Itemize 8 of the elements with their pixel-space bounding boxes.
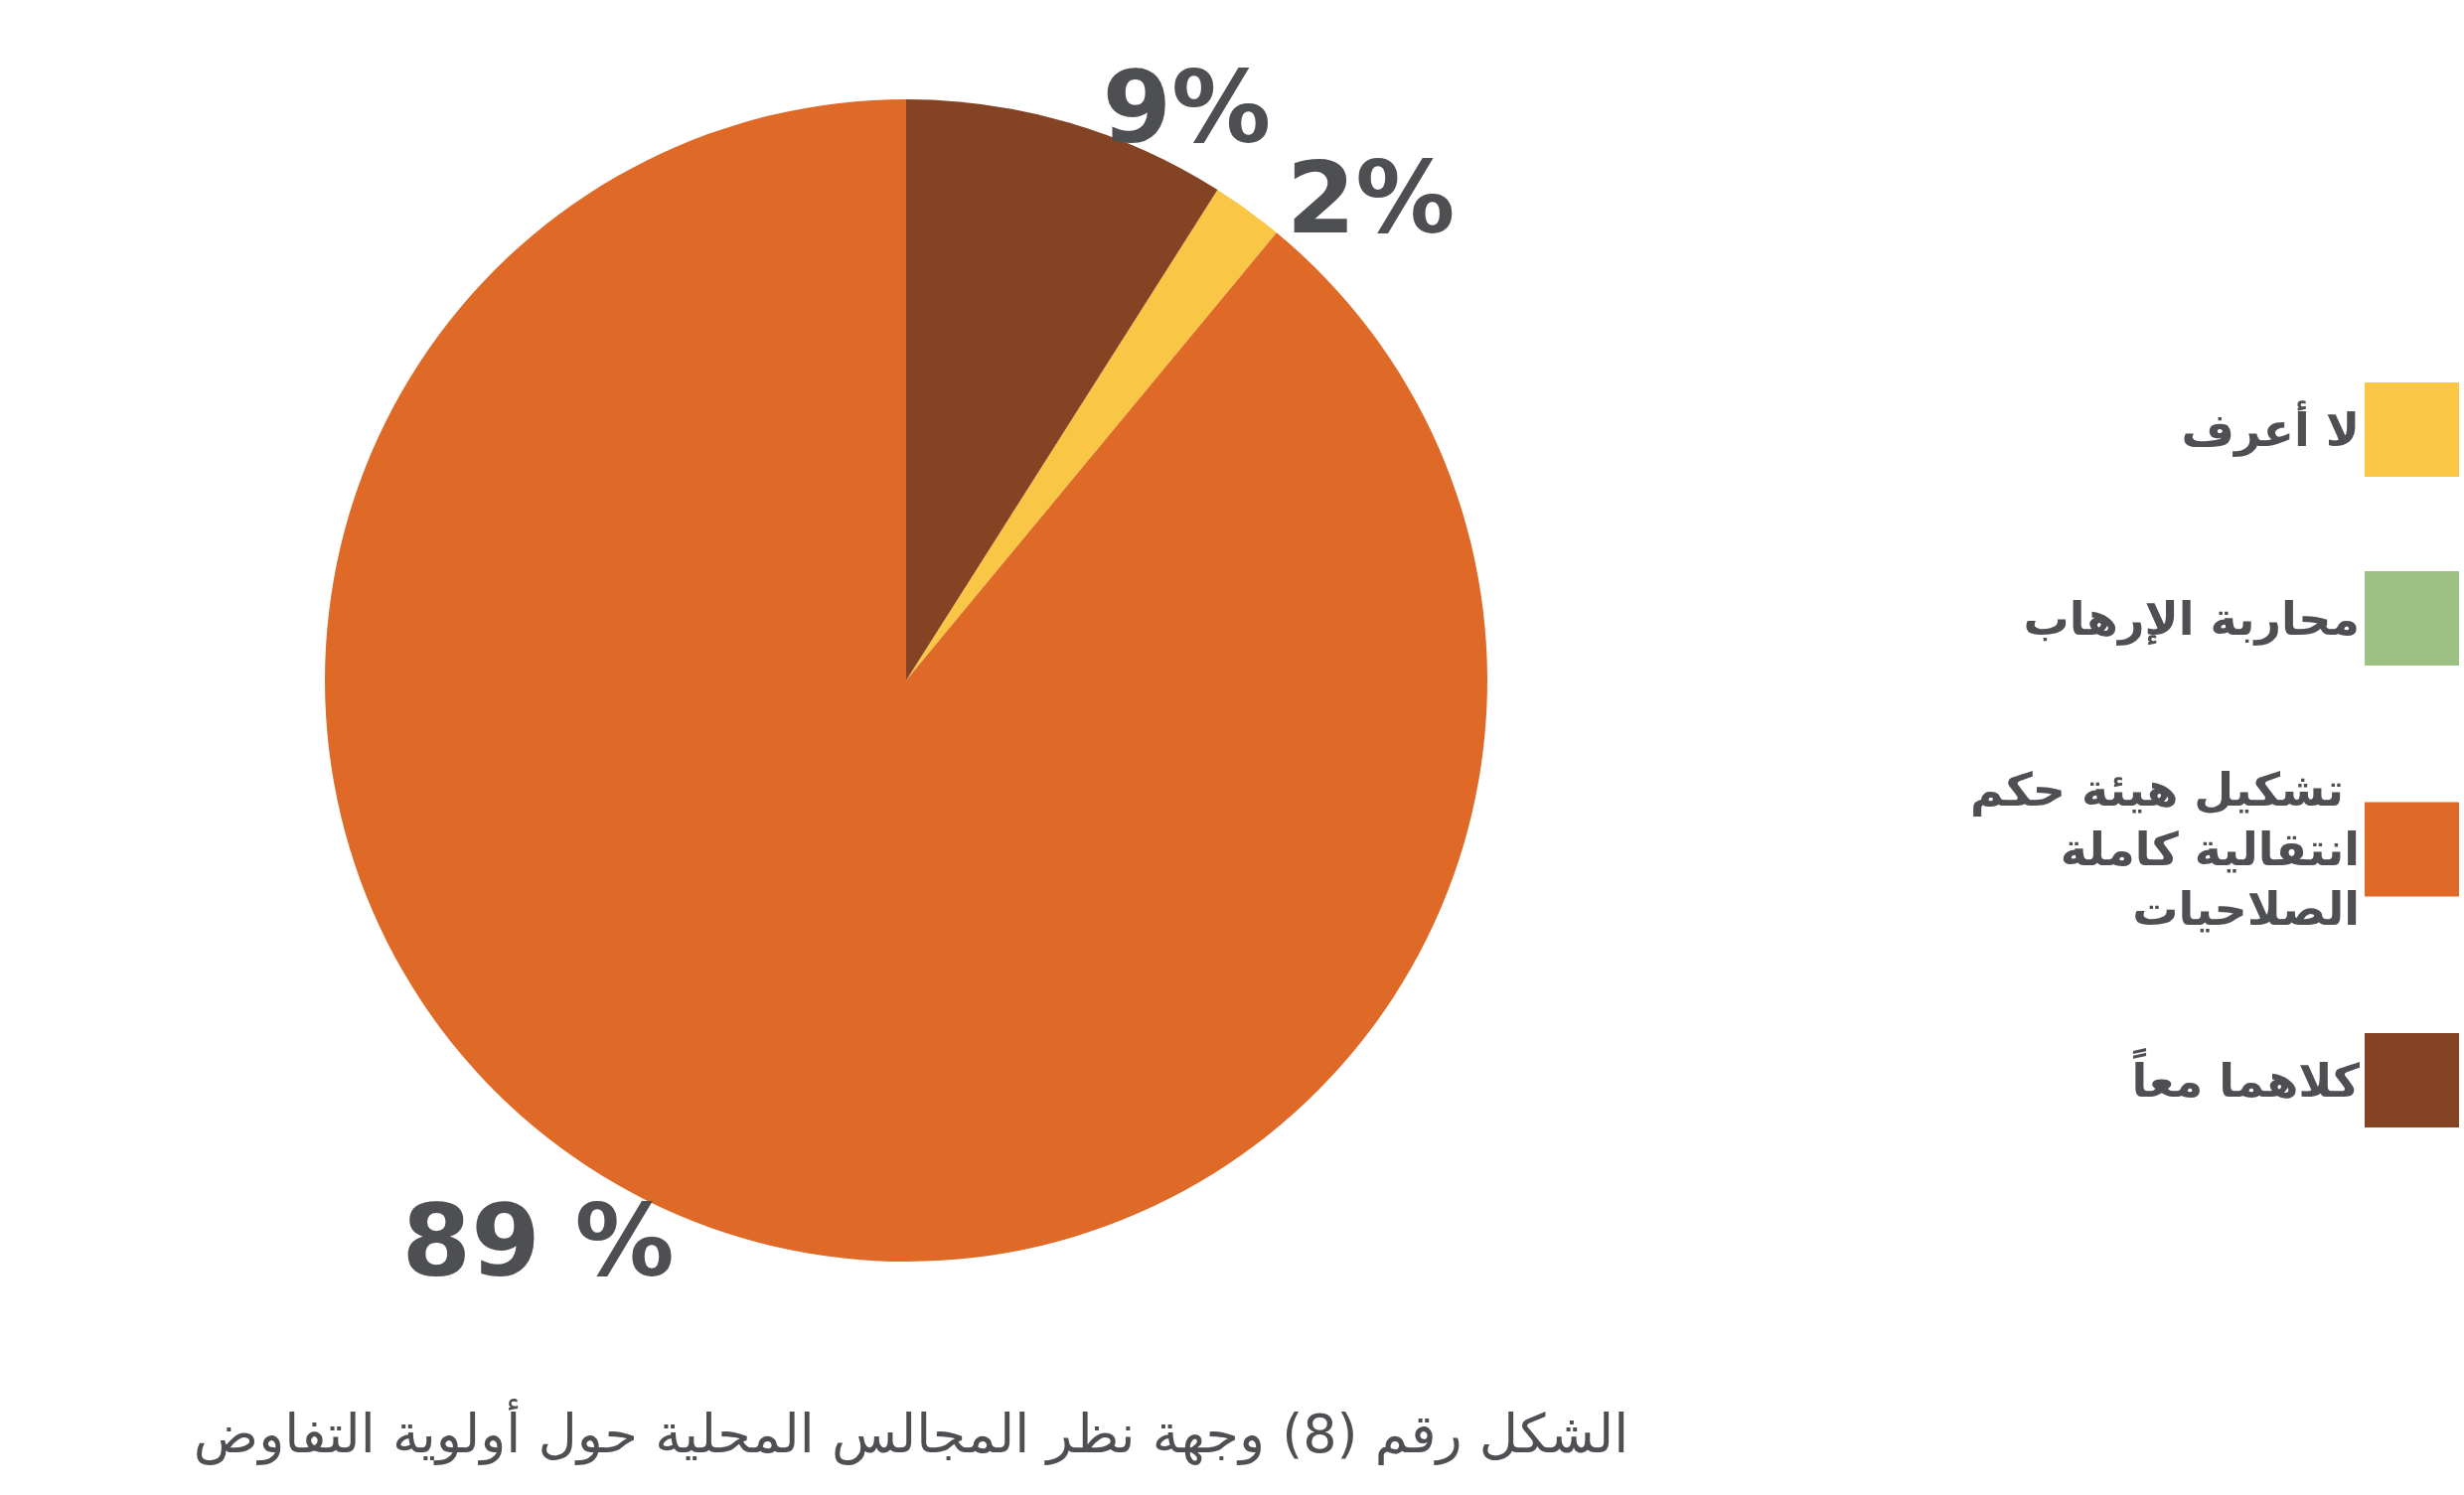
legend-label: لا أعرف [2181,399,2360,457]
legend-label: تشكيل هيئة حكم انتقالية كاملة الصلاحيات [1969,763,2360,936]
legend-label: كلاهما معاً [2131,1048,2361,1108]
legend-label: محاربة الإرهاب [2023,591,2360,646]
text: الشكل رقم (8) وجهة نظر المجالس المحلية حول أولوية التفاوض [193,1398,1629,1465]
data-label: 9% [1102,50,1272,167]
data-label: 2% [1286,140,1456,257]
data-label: 89 % [401,1183,675,1300]
